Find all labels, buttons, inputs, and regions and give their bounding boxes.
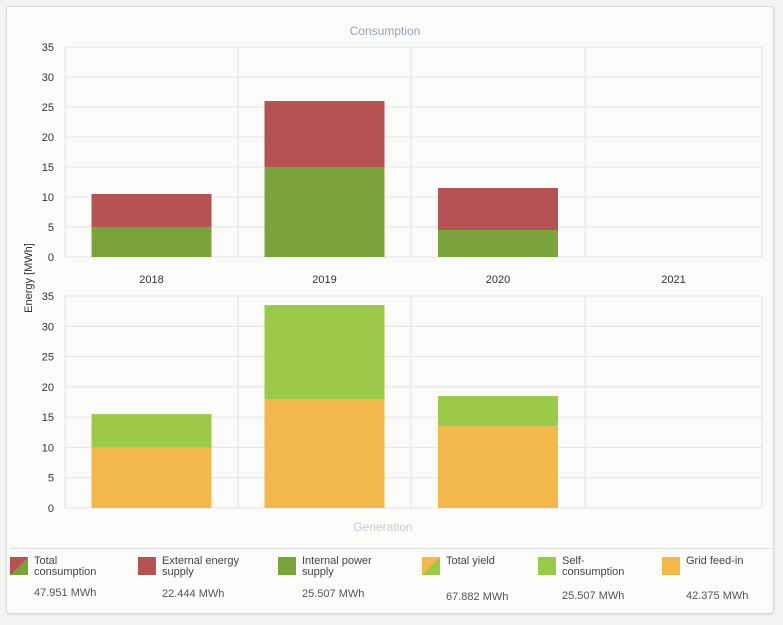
generation-y-tick-label: 10	[42, 442, 54, 454]
consumption-bar-2018-internal-power-supply	[91, 227, 212, 257]
consumption-y-tick-label: 5	[48, 222, 54, 234]
legend-item: External energy supply 22.444 MWh	[138, 555, 278, 605]
legend-label: Grid feed-in	[686, 555, 744, 567]
consumption-bar-2020-internal-power-supply	[438, 230, 558, 257]
legend-value: 67.882 MWh	[446, 591, 509, 603]
legend-value: 47.951 MWh	[34, 587, 97, 599]
consumption-bar-2020-external-energy-supply	[438, 188, 558, 230]
legend-item: Total consumption 47.951 MWh	[10, 555, 138, 605]
y-axis-label: Energy [MWh]	[23, 243, 35, 313]
generation-y-tick-label: 20	[42, 382, 54, 394]
generation-bar-2019-self-consumption	[264, 305, 385, 399]
consumption-bar-2019-internal-power-supply	[264, 167, 385, 257]
legend-swatch	[278, 557, 296, 575]
consumption-y-tick-label: 10	[42, 192, 54, 204]
consumption-y-tick-label: 25	[42, 102, 54, 114]
x-tick-label: 2019	[312, 274, 336, 286]
generation-y-tick-label: 5	[48, 473, 54, 485]
consumption-y-tick-label: 15	[42, 162, 54, 174]
generation-y-tick-label: 0	[48, 503, 54, 515]
consumption-y-ticks: 0 5 10 15 20 25 30 35	[42, 42, 54, 264]
generation-y-ticks: 0 5 10 15 20 25 30 35	[42, 291, 54, 515]
consumption-bars	[91, 101, 558, 257]
legend-value: 25.507 MWh	[562, 590, 625, 602]
legend-label: External energy supply	[162, 555, 240, 578]
generation-bar-2020-self-consumption	[438, 395, 558, 427]
generation-bar-2020-grid-feed-in	[438, 426, 558, 508]
generation-bar-2018-self-consumption	[91, 414, 212, 448]
legend-swatch	[538, 557, 556, 575]
legend-label: Total consumption	[34, 555, 97, 578]
legend-label: Internal power supply	[302, 555, 372, 578]
legend: Total consumption 47.951 MWh External ener…	[10, 548, 772, 605]
x-tick-label: 2018	[139, 274, 163, 286]
consumption-y-tick-label: 0	[48, 252, 54, 264]
generation-y-tick-label: 30	[42, 321, 54, 333]
legend-item: Grid feed-in 42.375 MWh	[662, 555, 772, 605]
consumption-bar-2019-external-energy-supply	[264, 101, 385, 167]
legend-swatch	[10, 557, 28, 575]
generation-bar-2019-grid-feed-in	[264, 398, 385, 508]
generation-bars	[91, 305, 558, 508]
legend-label: Total yield	[446, 555, 495, 567]
legend-item: Self- consumption 25.507 MWh	[538, 555, 662, 605]
generation-bar-2018-grid-feed-in	[91, 447, 212, 508]
generation-y-tick-label: 35	[42, 291, 54, 303]
x-tick-labels: 2018 2019 2020 2021	[139, 274, 685, 286]
consumption-y-tick-label: 30	[42, 72, 54, 84]
consumption-title: Consumption	[350, 24, 421, 38]
generation-y-tick-label: 25	[42, 352, 54, 364]
legend-value: 25.507 MWh	[302, 588, 365, 600]
legend-value: 22.444 MWh	[162, 588, 225, 600]
generation-title: Generation	[353, 520, 412, 534]
legend-value: 42.375 MWh	[686, 590, 749, 602]
legend-item: Total yield 67.882 MWh	[422, 555, 538, 605]
consumption-y-tick-label: 20	[42, 132, 54, 144]
legend-swatch	[662, 557, 680, 575]
legend-item: Internal power supply 25.507 MWh	[278, 555, 422, 605]
legend-swatch	[138, 557, 156, 575]
consumption-y-tick-label: 35	[42, 42, 54, 54]
legend-label: Self- consumption	[562, 555, 625, 578]
x-tick-label: 2020	[486, 274, 510, 286]
legend-swatch	[422, 557, 440, 575]
consumption-bar-2018-external-energy-supply	[91, 194, 212, 227]
generation-y-tick-label: 15	[42, 412, 54, 424]
x-tick-label: 2021	[661, 274, 685, 286]
